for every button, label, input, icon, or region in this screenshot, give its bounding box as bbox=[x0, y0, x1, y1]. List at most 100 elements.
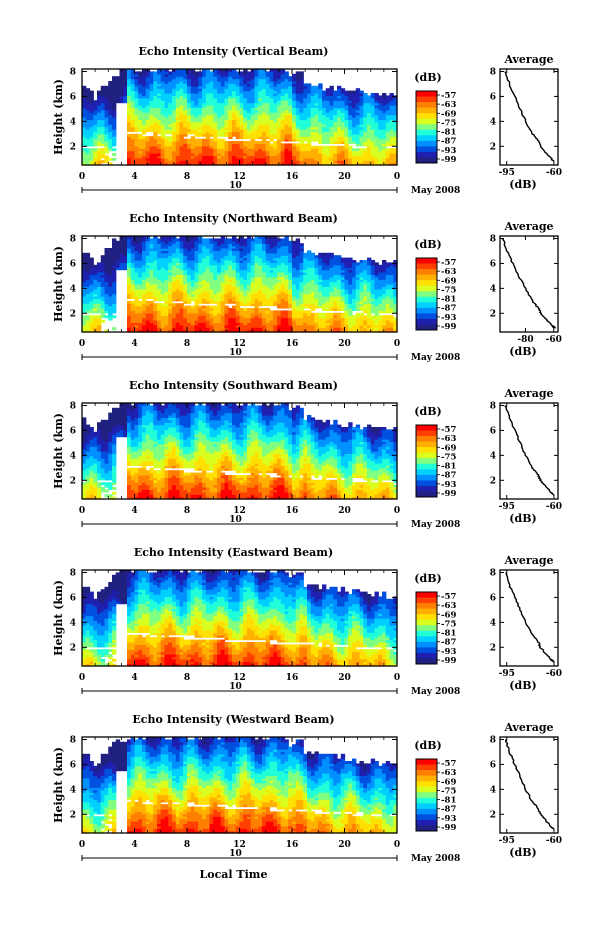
heatmap-cell bbox=[191, 136, 195, 139]
heatmap-cell bbox=[86, 253, 90, 256]
heatmap-cell bbox=[243, 308, 247, 311]
heatmap-cell bbox=[292, 74, 296, 77]
heatmap-cell bbox=[142, 136, 146, 139]
heatmap-cell bbox=[108, 248, 112, 251]
average-x-tick-label: -60 bbox=[546, 168, 562, 178]
heatmap-cell bbox=[228, 141, 232, 144]
heatmap-cell bbox=[277, 310, 281, 313]
heatmap-cell bbox=[210, 139, 214, 142]
heatmap-cell bbox=[112, 315, 116, 318]
heatmap-cell bbox=[266, 308, 270, 311]
heatmap-cell bbox=[150, 301, 154, 304]
heatmap-cell bbox=[176, 238, 180, 241]
x-tick-label: 0 bbox=[394, 172, 400, 182]
heatmap-cell bbox=[131, 134, 135, 137]
heatmap-cell bbox=[105, 155, 109, 158]
heatmap-cell bbox=[90, 258, 94, 261]
heatmap-cell bbox=[97, 262, 101, 265]
panel-1: Echo Intensity (Northward Beam)0 4 8 12 16 20… bbox=[52, 212, 562, 363]
heatmap-cell bbox=[337, 86, 341, 89]
heatmap-cell bbox=[116, 76, 120, 79]
panel-title: Echo Intensity (Vertical Beam) bbox=[138, 45, 328, 58]
colorbar-segment bbox=[416, 146, 437, 152]
heatmap-cell bbox=[138, 71, 142, 74]
heatmap-cell bbox=[322, 146, 326, 149]
heatmap-cell bbox=[221, 139, 225, 142]
heatmap-cell bbox=[333, 146, 337, 149]
heatmap-cell bbox=[86, 315, 90, 318]
heatmap-cell bbox=[180, 303, 184, 306]
heatmap-cell bbox=[187, 139, 191, 142]
heatmap-cell bbox=[382, 93, 386, 96]
heatmap-cell bbox=[105, 315, 109, 318]
average-x-tick-label: -95 bbox=[499, 168, 515, 178]
heatmap-cell bbox=[386, 95, 390, 98]
heatmap-cell bbox=[97, 148, 101, 151]
x-tick-label: 0 bbox=[79, 172, 85, 182]
heatmap-cell bbox=[285, 310, 289, 313]
heatmap-cell bbox=[288, 143, 292, 146]
heatmap-cell bbox=[386, 148, 390, 151]
heatmap-cell bbox=[93, 100, 97, 103]
y-tick-label: 4 bbox=[70, 117, 76, 127]
heatmap-cell bbox=[206, 238, 210, 241]
colorbar-segment bbox=[416, 124, 437, 130]
colorbar-segment bbox=[416, 113, 437, 119]
y-tick-label: 8 bbox=[70, 67, 76, 77]
heatmap-cell bbox=[333, 91, 337, 94]
heatmap-cell bbox=[202, 139, 206, 142]
heatmap-cell bbox=[322, 91, 326, 94]
heatmap-cell bbox=[251, 308, 255, 311]
heatmap-cell bbox=[90, 148, 94, 151]
heatmap-cell bbox=[131, 301, 135, 304]
heatmap-cell bbox=[108, 81, 112, 84]
heatmap-cell bbox=[127, 134, 131, 137]
heatmap-cell bbox=[296, 71, 300, 74]
heatmap-cell bbox=[225, 141, 229, 144]
heatmap-cell bbox=[390, 148, 394, 151]
heatmap-cell bbox=[168, 71, 172, 74]
heatmap-cell bbox=[150, 238, 154, 241]
heatmap-cell bbox=[198, 306, 202, 309]
colorbar-segment bbox=[416, 119, 437, 125]
colorbar-segment bbox=[416, 152, 437, 158]
heatmap-cell bbox=[108, 158, 112, 161]
average-frame bbox=[500, 69, 558, 165]
colorbar-segment bbox=[416, 91, 437, 97]
colorbar-segment bbox=[416, 108, 437, 114]
heatmap-cell bbox=[82, 148, 86, 151]
x-tick-label: 20 bbox=[338, 172, 351, 182]
heatmap-cell bbox=[240, 308, 244, 311]
heatmap-cell bbox=[292, 143, 296, 146]
colorbar-units: (dB) bbox=[414, 71, 441, 84]
heatmap-cell bbox=[101, 160, 105, 163]
heatmap-cell bbox=[183, 306, 187, 309]
heatmap-cell bbox=[101, 255, 105, 258]
panel-0: Echo Intensity (Vertical Beam)0 4 8 12 16 20 0… bbox=[52, 45, 562, 196]
average-y-tick-label: 2 bbox=[490, 142, 496, 152]
colorbar-segment bbox=[416, 141, 437, 147]
heatmap-cell bbox=[356, 88, 360, 91]
heatmap-cell bbox=[341, 88, 345, 91]
heatmap-cell bbox=[82, 86, 86, 89]
heatmap-cell bbox=[225, 306, 229, 309]
heatmap-cell bbox=[217, 139, 221, 142]
heatmap-cell bbox=[240, 71, 244, 74]
day-label: 10 bbox=[229, 181, 242, 191]
heatmap-cell bbox=[236, 141, 240, 144]
heatmap-cell bbox=[127, 301, 131, 304]
heatmap-cell bbox=[330, 146, 334, 149]
heatmap-cell bbox=[247, 71, 251, 74]
colorbar-segment bbox=[416, 135, 437, 141]
heatmap-cell bbox=[255, 141, 259, 144]
heatmap-cell bbox=[243, 238, 247, 241]
heatmap-cell bbox=[285, 71, 289, 74]
heatmap-cell bbox=[363, 148, 367, 151]
heatmap-cell bbox=[318, 146, 322, 149]
heatmap-cell bbox=[112, 148, 116, 151]
x-tick-label: 4 bbox=[131, 172, 137, 182]
x-tick-label: 8 bbox=[184, 172, 190, 182]
heatmap-cell bbox=[363, 93, 367, 96]
heatmap-cell bbox=[202, 306, 206, 309]
